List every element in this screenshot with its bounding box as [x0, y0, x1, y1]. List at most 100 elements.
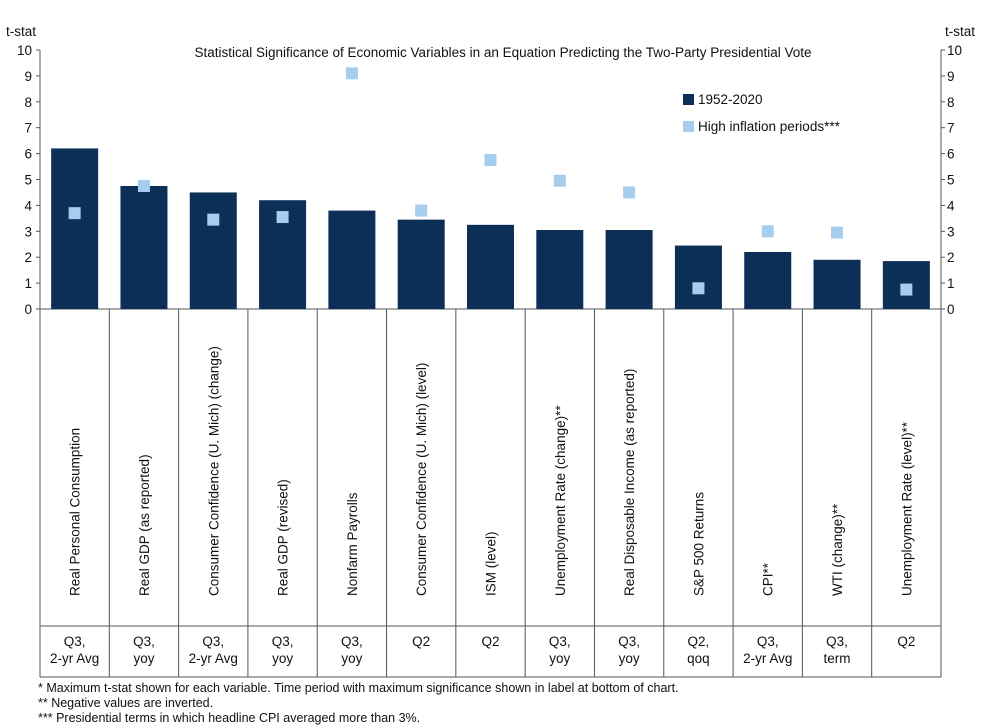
footnotes: * Maximum t-stat shown for each variable…: [38, 681, 679, 726]
y-axis-title-right: t-stat: [945, 24, 975, 39]
period-label: yoy: [619, 651, 640, 666]
legend: 1952-2020 High inflation periods***: [683, 92, 841, 134]
marker: [207, 213, 220, 226]
category-labels: Real Personal Consumption Real GDP (as re…: [68, 346, 915, 596]
period-label: yoy: [341, 651, 362, 666]
y-tick-label-right: 6: [947, 147, 955, 162]
period-label: Q2: [897, 634, 915, 649]
y-axis-title-left: t-stat: [6, 24, 36, 39]
category-label: Consumer Confidence (U. Mich) (level): [414, 363, 429, 596]
y-tick-label-right: 1: [947, 276, 955, 291]
y-tick-label-left: 8: [24, 95, 32, 110]
y-tick-label-right: 3: [947, 224, 955, 239]
period-label: Q3,: [64, 634, 86, 649]
period-label: yoy: [272, 651, 293, 666]
category-label: Nonfarm Payrolls: [345, 492, 360, 596]
y-tick-label-right: 0: [947, 302, 955, 317]
y-tick-label-left: 0: [24, 302, 32, 317]
marker: [761, 225, 774, 238]
y-tick-label-left: 5: [24, 173, 32, 188]
category-label: CPI**: [761, 562, 776, 596]
marker: [345, 67, 358, 80]
period-label: yoy: [133, 651, 154, 666]
category-label: Unemployment Rate (level)**: [899, 421, 914, 596]
period-label: qoq: [687, 651, 710, 666]
footnote-3: *** Presidential terms in which headline…: [38, 711, 421, 725]
period-label: Q2: [481, 634, 499, 649]
period-label: Q3,: [549, 634, 571, 649]
bar: [397, 219, 445, 309]
bar: [674, 245, 722, 309]
category-label: Real GDP (revised): [276, 479, 291, 596]
category-label: S&P 500 Returns: [691, 492, 706, 596]
y-tick-label-right: 9: [947, 69, 955, 84]
bar-series-1952-2020: [51, 148, 930, 309]
y-tick-label-right: 10: [947, 43, 962, 58]
period-label: 2-yr Avg: [743, 651, 792, 666]
bar: [744, 252, 792, 309]
marker: [900, 283, 913, 296]
marker: [276, 211, 289, 224]
bar: [328, 210, 376, 309]
y-tick-label-left: 4: [24, 198, 32, 213]
category-label: ISM (level): [484, 531, 499, 596]
marker: [623, 186, 636, 199]
y-tick-label-right: 2: [947, 250, 955, 265]
marker: [137, 179, 150, 192]
bar: [189, 192, 237, 309]
y-axis-left: 0 1 2 3 4 5 6 7 8 9 10: [17, 43, 40, 317]
chart-title: Statistical Significance of Economic Var…: [194, 45, 811, 60]
category-label: Real Personal Consumption: [68, 428, 83, 596]
y-tick-label-right: 4: [947, 198, 955, 213]
y-tick-label-left: 2: [24, 250, 32, 265]
y-tick-label-left: 3: [24, 224, 32, 239]
period-label: Q3,: [618, 634, 640, 649]
period-label: 2-yr Avg: [50, 651, 99, 666]
period-labels: Q3, 2-yr Avg Q3, yoy Q3, 2-yr Avg Q3, yoy Q3, yoy…: [50, 634, 915, 666]
bar: [51, 148, 99, 309]
legend-label-high-inflation: High inflation periods***: [698, 119, 841, 134]
period-label: yoy: [549, 651, 570, 666]
y-tick-label-left: 6: [24, 147, 32, 162]
bar: [605, 230, 653, 309]
period-label: Q3,: [272, 634, 294, 649]
marker: [692, 282, 705, 295]
legend-label-1952-2020: 1952-2020: [698, 92, 763, 107]
period-label: Q3,: [826, 634, 848, 649]
period-label: Q3,: [757, 634, 779, 649]
bar: [120, 185, 168, 309]
y-tick-label-right: 7: [947, 121, 955, 136]
period-label: Q2,: [688, 634, 710, 649]
y-tick-label-left: 10: [17, 43, 32, 58]
marker: [484, 154, 497, 167]
category-label: WTI (change)**: [830, 503, 845, 596]
marker: [415, 204, 428, 217]
period-label: Q3,: [341, 634, 363, 649]
category-label: Real Disposable Income (as reported): [622, 369, 637, 596]
period-label: Q2: [412, 634, 430, 649]
legend-swatch-1952-2020: [683, 94, 694, 105]
marker-series-high-inflation: [68, 67, 913, 296]
category-label: Real GDP (as reported): [137, 454, 152, 596]
period-label: term: [824, 651, 851, 666]
y-axis-right: 0 1 2 3 4 5 6 7 8 9 10: [941, 43, 962, 317]
footnote-2: ** Negative values are inverted.: [38, 696, 214, 710]
period-label: Q3,: [202, 634, 224, 649]
y-tick-label-left: 7: [24, 121, 32, 136]
bar: [467, 224, 514, 309]
period-label: 2-yr Avg: [189, 651, 238, 666]
marker: [68, 207, 81, 220]
marker: [553, 174, 566, 187]
category-label: Unemployment Rate (change)**: [553, 405, 568, 596]
y-tick-label-right: 8: [947, 95, 955, 110]
legend-swatch-high-inflation: [683, 121, 694, 132]
y-tick-label-left: 9: [24, 69, 32, 84]
bar: [536, 230, 584, 309]
y-tick-label-right: 5: [947, 173, 955, 188]
category-label: Consumer Confidence (U. Mich) (change): [206, 346, 221, 596]
footnote-1: * Maximum t-stat shown for each variable…: [38, 681, 679, 695]
marker: [831, 226, 844, 239]
period-label: Q3,: [133, 634, 155, 649]
bar: [813, 259, 861, 309]
